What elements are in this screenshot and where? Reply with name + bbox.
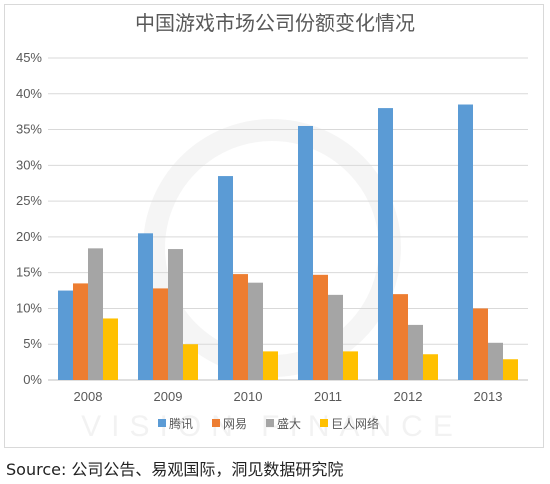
bar: [298, 125, 313, 380]
bar: [218, 176, 233, 380]
x-tick-label: 2009: [154, 389, 183, 404]
bar: [408, 324, 423, 380]
bar: [328, 294, 343, 380]
y-tick-label: 15%: [16, 265, 42, 280]
x-tick-label: 2010: [234, 389, 263, 404]
legend: 腾讯 网易 盛大 巨人网络: [158, 416, 379, 431]
legend-label: 腾讯: [169, 416, 193, 431]
bar: [343, 351, 358, 380]
bar: [58, 290, 73, 380]
y-tick-label: 35%: [16, 122, 42, 137]
y-axis: 0% 5% 10% 15% 20% 25% 30% 35% 40% 45%: [16, 50, 42, 387]
bar: [233, 274, 248, 380]
bar: [248, 282, 263, 380]
x-tick-label: 2011: [314, 389, 342, 404]
bar: [168, 249, 183, 380]
y-tick-label: 5%: [23, 336, 42, 351]
bar: [458, 104, 473, 380]
y-tick-label: 25%: [16, 193, 42, 208]
x-tick-label: 2008: [74, 389, 103, 404]
bar: [393, 294, 408, 380]
y-tick-label: 10%: [16, 300, 42, 315]
bar: [378, 108, 393, 380]
bar: [423, 354, 438, 380]
bar: [153, 288, 168, 380]
x-tick-label: 2013: [474, 389, 503, 404]
legend-swatch: [158, 419, 166, 427]
x-tick-label: 2012: [394, 389, 423, 404]
source-note: Source: 公司公告、易观国际，洞见数据研究院: [6, 460, 344, 479]
bar: [103, 318, 118, 380]
bar: [73, 283, 88, 380]
legend-swatch: [320, 419, 328, 427]
bar: [183, 344, 198, 380]
y-tick-label: 30%: [16, 157, 42, 172]
y-tick-label: 0%: [23, 372, 42, 387]
legend-label: 网易: [223, 417, 247, 431]
bar: [263, 351, 278, 380]
bar: [488, 342, 503, 380]
y-tick-label: 20%: [16, 229, 42, 244]
y-tick-label: 40%: [16, 86, 42, 101]
legend-swatch: [266, 419, 274, 427]
legend-label: 巨人网络: [331, 416, 379, 431]
bar: [138, 233, 153, 380]
legend-label: 盛大: [277, 416, 301, 431]
bar: [473, 308, 488, 380]
x-axis: 2008 2009 2010 2011 2012 2013: [74, 389, 503, 404]
bar: [313, 274, 328, 380]
bars: [58, 104, 518, 380]
bar-chart: VISION FINANCE 中国游戏市场公司份额变化情况 0%5%10%15%…: [16, 11, 528, 443]
bar: [88, 248, 103, 380]
legend-swatch: [212, 419, 220, 427]
bar: [503, 359, 518, 380]
y-tick-label: 45%: [16, 50, 42, 65]
chart-title: 中国游戏市场公司份额变化情况: [135, 11, 415, 35]
gridlines: [48, 57, 528, 381]
